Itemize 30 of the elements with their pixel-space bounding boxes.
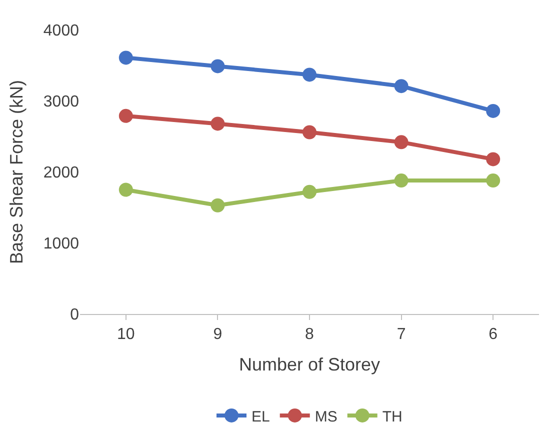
point bbox=[118, 108, 133, 123]
legend-label: MS bbox=[314, 408, 338, 426]
point bbox=[118, 50, 133, 65]
x-tick-label: 6 bbox=[488, 326, 498, 344]
x-axis-title: Number of Storey bbox=[238, 354, 380, 374]
point bbox=[394, 79, 408, 94]
x-tick-label: 10 bbox=[117, 326, 135, 344]
point bbox=[118, 182, 133, 197]
y-tick-label: 1000 bbox=[43, 236, 80, 253]
point bbox=[302, 68, 316, 82]
point bbox=[210, 198, 225, 212]
legend-label: TH bbox=[382, 408, 402, 426]
point bbox=[394, 174, 408, 188]
point bbox=[302, 125, 316, 140]
point bbox=[210, 116, 225, 131]
point bbox=[394, 135, 408, 150]
point bbox=[486, 152, 500, 166]
legend-label: EL bbox=[252, 408, 270, 426]
y-axis-title: Base Shear Force (kN) bbox=[6, 80, 27, 264]
x-tick-label: 9 bbox=[213, 326, 222, 344]
y-tick-label: 3000 bbox=[43, 94, 80, 111]
x-tick-label: 7 bbox=[396, 326, 406, 344]
y-tick-label: 0 bbox=[70, 306, 80, 324]
point bbox=[486, 174, 500, 188]
y-tick-label: 2000 bbox=[43, 164, 80, 182]
point bbox=[210, 59, 225, 74]
point bbox=[486, 104, 500, 118]
point bbox=[302, 184, 316, 199]
x-tick-label: 8 bbox=[305, 326, 314, 344]
y-tick-label: 4000 bbox=[43, 22, 80, 40]
